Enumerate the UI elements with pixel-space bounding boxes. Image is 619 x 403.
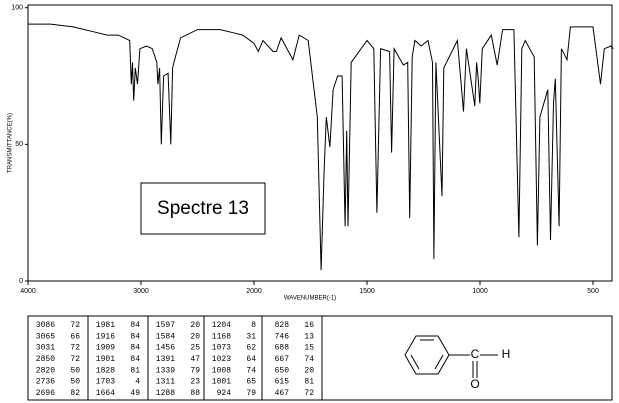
y-tick-label: 100 — [11, 5, 23, 12]
table-wavenumber: 1584 — [156, 332, 175, 341]
table-wavenumber: 2736 — [36, 378, 55, 387]
table-transmittance: 84 — [130, 332, 140, 341]
table-frame — [27, 315, 613, 401]
table-wavenumber: 1001 — [212, 378, 231, 387]
table-wavenumber: 3065 — [36, 332, 55, 341]
table-transmittance: 8 — [251, 321, 256, 330]
table-wavenumber: 1703 — [96, 378, 115, 387]
table-transmittance: 47 — [190, 355, 200, 364]
table-wavenumber: 1456 — [156, 344, 175, 353]
atom-label: C — [471, 347, 480, 361]
annotation-box — [140, 182, 266, 235]
table-transmittance: 31 — [246, 332, 256, 341]
table-transmittance: 81 — [304, 378, 314, 387]
table-wavenumber: 828 — [275, 321, 290, 330]
table-dividers — [87, 316, 323, 400]
y-tick-label: 50 — [15, 141, 23, 148]
table-transmittance: 20 — [304, 366, 314, 375]
table-transmittance: 49 — [130, 389, 140, 398]
y-tick-label: 0 — [19, 278, 23, 285]
table-transmittance: 4 — [135, 378, 140, 387]
x-tick-label: 500 — [587, 288, 599, 295]
table-wavenumber: 2820 — [36, 366, 55, 375]
y-axis-label: TRANSMITTANCE(%) — [8, 113, 14, 173]
benzene-ring — [404, 335, 498, 378]
table-transmittance: 64 — [246, 355, 256, 364]
table-wavenumber: 1391 — [156, 355, 175, 364]
table-wavenumber: 1597 — [156, 321, 175, 330]
table-wavenumber: 1073 — [212, 344, 231, 353]
table-transmittance: 16 — [304, 321, 314, 330]
atom-label: H — [502, 347, 511, 361]
table-transmittance: 82 — [70, 389, 80, 398]
table-wavenumber: 1909 — [96, 344, 115, 353]
table-wavenumber: 467 — [275, 389, 290, 398]
table-transmittance: 72 — [70, 355, 80, 364]
table-wavenumber: 1916 — [96, 332, 115, 341]
table-transmittance: 84 — [130, 355, 140, 364]
table-transmittance: 81 — [130, 366, 140, 375]
table-wavenumber: 1023 — [212, 355, 231, 364]
table-transmittance: 74 — [246, 366, 256, 375]
table-wavenumber: 746 — [275, 332, 290, 341]
table-wavenumber: 1339 — [156, 366, 175, 375]
table-wavenumber: 2696 — [36, 389, 55, 398]
table-wavenumber: 1901 — [96, 355, 115, 364]
table-wavenumber: 2850 — [36, 355, 55, 364]
table-transmittance: 72 — [70, 321, 80, 330]
table-transmittance: 74 — [304, 355, 314, 364]
table-transmittance: 72 — [70, 344, 80, 353]
table-wavenumber: 1664 — [96, 389, 115, 398]
table-wavenumber: 650 — [275, 366, 290, 375]
table-transmittance: 84 — [130, 344, 140, 353]
table-wavenumber: 3031 — [36, 344, 55, 353]
table-transmittance: 79 — [246, 389, 256, 398]
atom-label: O — [470, 377, 479, 391]
table-wavenumber: 1311 — [156, 378, 175, 387]
table-wavenumber: 924 — [217, 389, 232, 398]
x-axis-label: WAVENUMBER(-1) — [284, 296, 336, 302]
table-transmittance: 50 — [70, 378, 80, 387]
table-transmittance: 79 — [190, 366, 200, 375]
table-transmittance: 50 — [70, 366, 80, 375]
table-wavenumber: 3086 — [36, 321, 55, 330]
table-wavenumber: 1168 — [212, 332, 231, 341]
table-wavenumber: 1828 — [96, 366, 115, 375]
x-tick-label: 3000 — [133, 288, 149, 295]
table-transmittance: 20 — [190, 332, 200, 341]
annotation: Spectre 13 — [157, 198, 249, 219]
table-wavenumber: 1288 — [156, 389, 175, 398]
table-transmittance: 15 — [304, 344, 314, 353]
x-tick-label: 4000 — [20, 288, 36, 295]
table-wavenumber: 1008 — [212, 366, 231, 375]
plot-frame — [27, 4, 613, 282]
table-wavenumber: 1204 — [212, 321, 231, 330]
table-transmittance: 25 — [190, 344, 200, 353]
table-transmittance: 65 — [246, 378, 256, 387]
table-transmittance: 13 — [304, 332, 314, 341]
x-tick-label: 1000 — [472, 288, 488, 295]
table-transmittance: 66 — [70, 332, 80, 341]
table-transmittance: 84 — [130, 321, 140, 330]
table-wavenumber: 1981 — [96, 321, 115, 330]
table-wavenumber: 615 — [275, 378, 290, 387]
table-transmittance: 72 — [304, 389, 314, 398]
table-transmittance: 88 — [190, 389, 200, 398]
x-tick-label: 1500 — [359, 288, 375, 295]
table-transmittance: 62 — [246, 344, 256, 353]
table-transmittance: 20 — [190, 321, 200, 330]
table-wavenumber: 688 — [275, 344, 290, 353]
table-transmittance: 23 — [190, 378, 200, 387]
spectrum-line — [28, 23, 614, 271]
x-tick-label: 2000 — [246, 288, 262, 295]
table-wavenumber: 667 — [275, 355, 290, 364]
